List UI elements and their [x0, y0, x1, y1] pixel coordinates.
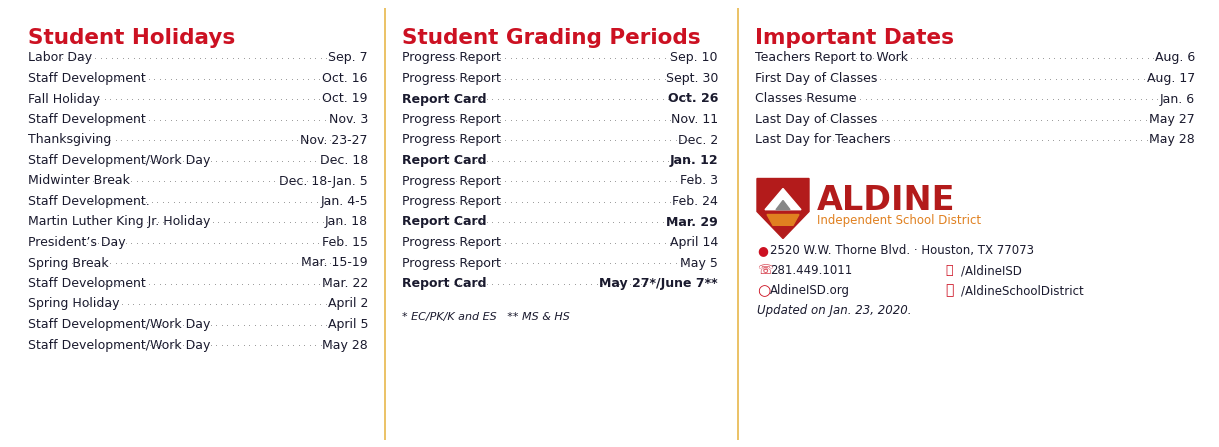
Text: Oct. 19: Oct. 19	[323, 93, 368, 105]
Text: Progress Report: Progress Report	[402, 236, 501, 249]
Text: First Day of Classes: First Day of Classes	[755, 72, 878, 85]
Text: Jan. 6: Jan. 6	[1159, 93, 1195, 105]
Text: Jan. 4-5: Jan. 4-5	[321, 195, 368, 208]
Text: Sept. 30: Sept. 30	[666, 72, 718, 85]
Text: Midwinter Break: Midwinter Break	[28, 174, 130, 187]
Text: Feb. 3: Feb. 3	[680, 174, 718, 187]
Text: Progress Report: Progress Report	[402, 113, 501, 126]
Text: April 5: April 5	[328, 318, 368, 331]
Text: Staff Development: Staff Development	[28, 113, 146, 126]
Text: 🐦: 🐦	[945, 264, 952, 277]
Text: /AldineISD: /AldineISD	[961, 264, 1022, 277]
Text: Nov. 23-27: Nov. 23-27	[301, 134, 368, 147]
Text: Feb. 15: Feb. 15	[322, 236, 368, 249]
Text: * EC/PK/K and ES   ** MS & HS: * EC/PK/K and ES ** MS & HS	[402, 312, 569, 322]
Text: Staff Development/Work Day: Staff Development/Work Day	[28, 154, 211, 167]
Text: May 5: May 5	[680, 257, 718, 270]
Text: Dec. 18: Dec. 18	[319, 154, 368, 167]
Text: Feb. 24: Feb. 24	[672, 195, 718, 208]
Text: Important Dates: Important Dates	[755, 28, 954, 48]
Polygon shape	[777, 201, 790, 210]
Text: Staff Development: Staff Development	[28, 72, 146, 85]
Text: Aug. 6: Aug. 6	[1154, 51, 1195, 64]
Text: Nov. 3: Nov. 3	[329, 113, 368, 126]
Text: Last Day of Classes: Last Day of Classes	[755, 113, 878, 126]
Text: Progress Report: Progress Report	[402, 72, 501, 85]
Text: Aug. 17: Aug. 17	[1147, 72, 1195, 85]
Text: Last Day for Teachers: Last Day for Teachers	[755, 134, 891, 147]
Text: Oct. 26: Oct. 26	[668, 93, 718, 105]
Text: 281.449.1011: 281.449.1011	[770, 264, 852, 277]
Text: May 28: May 28	[1150, 134, 1195, 147]
Text: Mar. 29: Mar. 29	[667, 215, 718, 228]
Text: Progress Report: Progress Report	[402, 51, 501, 64]
Text: Staff Development.: Staff Development.	[28, 195, 150, 208]
Text: Progress Report: Progress Report	[402, 195, 501, 208]
Text: AldineISD.org: AldineISD.org	[770, 284, 850, 297]
Text: Thanksgiving: Thanksgiving	[28, 134, 111, 147]
Text: Independent School District: Independent School District	[817, 214, 981, 227]
Text: 2520 W.W. Thorne Blvd. · Houston, TX 77073: 2520 W.W. Thorne Blvd. · Houston, TX 770…	[770, 244, 1034, 257]
Text: /AldineSchoolDistrict: /AldineSchoolDistrict	[961, 284, 1084, 297]
Text: Nov. 11: Nov. 11	[670, 113, 718, 126]
Polygon shape	[767, 215, 798, 225]
Text: Spring Holiday: Spring Holiday	[28, 298, 119, 311]
Text: Mar. 22: Mar. 22	[322, 277, 368, 290]
Text: April 14: April 14	[669, 236, 718, 249]
Text: Report Card: Report Card	[402, 93, 486, 105]
Text: Student Holidays: Student Holidays	[28, 28, 235, 48]
Text: Jan. 12: Jan. 12	[669, 154, 718, 167]
Text: Progress Report: Progress Report	[402, 174, 501, 187]
Text: Teachers Report to Work: Teachers Report to Work	[755, 51, 908, 64]
Text: Staff Development: Staff Development	[28, 277, 146, 290]
Text: Dec. 18-Jan. 5: Dec. 18-Jan. 5	[279, 174, 368, 187]
Text: Progress Report: Progress Report	[402, 134, 501, 147]
Text: May 27: May 27	[1150, 113, 1195, 126]
Text: ●: ●	[757, 244, 768, 257]
Polygon shape	[757, 178, 809, 239]
Text: Labor Day: Labor Day	[28, 51, 93, 64]
Text: Staff Development/Work Day: Staff Development/Work Day	[28, 338, 211, 351]
Text: Dec. 2: Dec. 2	[678, 134, 718, 147]
Text: Fall Holiday: Fall Holiday	[28, 93, 100, 105]
Text: May 27*/June 7**: May 27*/June 7**	[600, 277, 718, 290]
Text: ☏: ☏	[757, 264, 773, 277]
Text: Classes Resume: Classes Resume	[755, 93, 857, 105]
Text: President’s Day: President’s Day	[28, 236, 126, 249]
Text: April 2: April 2	[328, 298, 368, 311]
Text: Mar. 15-19: Mar. 15-19	[301, 257, 368, 270]
Polygon shape	[766, 189, 801, 210]
Text: Staff Development/Work Day: Staff Development/Work Day	[28, 318, 211, 331]
Text: Progress Report: Progress Report	[402, 257, 501, 270]
Text: Oct. 16: Oct. 16	[323, 72, 368, 85]
Text: Report Card: Report Card	[402, 215, 486, 228]
Text: Student Grading Periods: Student Grading Periods	[402, 28, 701, 48]
Text: Sep. 10: Sep. 10	[670, 51, 718, 64]
Text: Sep. 7: Sep. 7	[328, 51, 368, 64]
Text: Report Card: Report Card	[402, 154, 486, 167]
Text: ○: ○	[757, 283, 770, 298]
Text: Jan. 18: Jan. 18	[325, 215, 368, 228]
Text: May 28: May 28	[322, 338, 368, 351]
Text: Ⓕ: Ⓕ	[945, 283, 953, 298]
Text: Updated on Jan. 23, 2020.: Updated on Jan. 23, 2020.	[757, 304, 912, 317]
Text: Spring Break: Spring Break	[28, 257, 108, 270]
Text: Report Card: Report Card	[402, 277, 486, 290]
Text: ALDINE: ALDINE	[817, 184, 956, 217]
Text: Martin Luther King Jr. Holiday: Martin Luther King Jr. Holiday	[28, 215, 211, 228]
